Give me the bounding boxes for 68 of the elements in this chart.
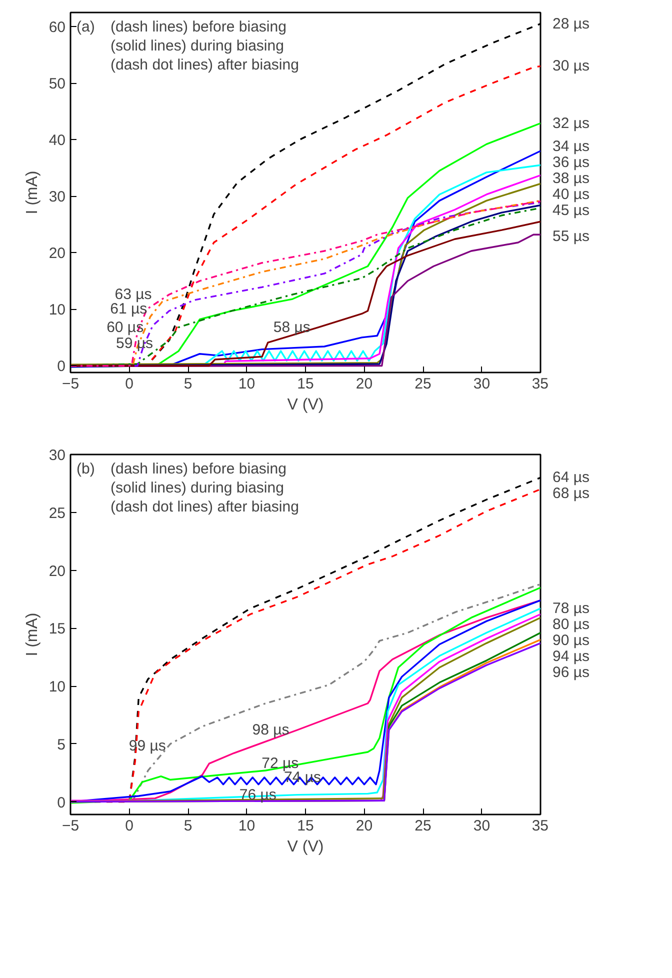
annotation: 96 µs <box>552 664 590 681</box>
annotation: 98 µs <box>252 722 290 738</box>
y-tick-label: 0 <box>57 358 66 376</box>
x-axis-title: V (V) <box>287 396 324 414</box>
y-tick-label: 0 <box>57 794 66 812</box>
annotation: 61 µs <box>110 300 148 318</box>
y-tick-label: 40 <box>48 132 66 150</box>
annotation: 59 µs <box>116 335 153 352</box>
x-tick-label: 20 <box>356 376 373 392</box>
annotation: 90 µs <box>552 632 590 649</box>
x-tick-label: 30 <box>473 818 490 834</box>
annotation: 68 µs <box>552 485 590 502</box>
annotation: 55 µs <box>552 228 590 245</box>
y-tick-label: 20 <box>48 562 66 580</box>
x-tick-label: 15 <box>297 376 314 392</box>
annotation: 63 µs <box>114 286 152 304</box>
x-tick-label: 15 <box>297 818 314 834</box>
annotation: 40 µs <box>552 186 590 203</box>
annotation: (solid lines) during biasing <box>110 38 284 54</box>
x-axis-title: V (V) <box>287 838 324 856</box>
x-tick-label: −5 <box>62 376 80 392</box>
annotation: 94 µs <box>552 648 590 665</box>
y-tick-label: 5 <box>57 736 66 754</box>
x-tick-label: 35 <box>532 818 549 834</box>
line-series <box>132 583 540 802</box>
x-tick-label: 25 <box>414 818 432 834</box>
x-tick-label: 20 <box>356 818 373 834</box>
y-tick-label: 60 <box>48 19 66 36</box>
y-axis-title: I (mA) <box>24 170 41 214</box>
annotation: (dash dot lines) after biasing <box>110 498 299 516</box>
annotation: 99 µs <box>128 738 166 755</box>
x-tick-label: 25 <box>414 376 432 392</box>
x-tick-label: 0 <box>125 376 134 392</box>
annotation: 45 µs <box>552 202 590 219</box>
annotation: 38 µs <box>552 170 590 187</box>
annotation: (dash dot lines) after biasing <box>110 56 299 74</box>
annotation: 58 µs <box>273 318 310 336</box>
annotation: 30 µs <box>552 58 590 75</box>
annotation: 80 µs <box>552 616 590 633</box>
x-tick-label: −5 <box>62 818 80 834</box>
x-tick-label: 35 <box>532 376 549 392</box>
y-tick-label: 25 <box>48 504 66 522</box>
x-tick-label: 5 <box>184 818 192 834</box>
annotation: 36 µs <box>552 154 590 171</box>
annotation: (solid lines) during biasing <box>110 480 284 496</box>
x-tick-label: 0 <box>125 818 134 834</box>
annotation: (dash lines) before biasing <box>110 460 286 478</box>
y-tick-label: 15 <box>48 620 66 638</box>
y-tick-label: 10 <box>48 678 66 696</box>
annotation: 34 µs <box>552 138 590 155</box>
annotation: 78 µs <box>552 600 590 617</box>
annotation: 64 µs <box>552 469 590 486</box>
x-tick-label: 5 <box>184 376 192 392</box>
chart-title: (b) <box>76 460 95 478</box>
x-tick-label: 10 <box>238 376 256 392</box>
y-tick-label: 30 <box>48 447 66 464</box>
x-tick-label: 10 <box>238 818 256 834</box>
y-axis-title: I (mA) <box>24 612 41 656</box>
annotation: 28 µs <box>552 15 590 32</box>
annotation: 60 µs <box>106 318 144 336</box>
x-tick-label: 30 <box>473 376 490 392</box>
annotation: 32 µs <box>552 114 590 132</box>
y-tick-label: 10 <box>48 302 66 319</box>
y-tick-label: 50 <box>48 76 66 93</box>
y-tick-label: 20 <box>48 245 66 262</box>
y-tick-label: 30 <box>48 188 66 206</box>
annotation: (dash lines) before biasing <box>110 18 286 36</box>
chart-title: (a) <box>76 18 95 36</box>
